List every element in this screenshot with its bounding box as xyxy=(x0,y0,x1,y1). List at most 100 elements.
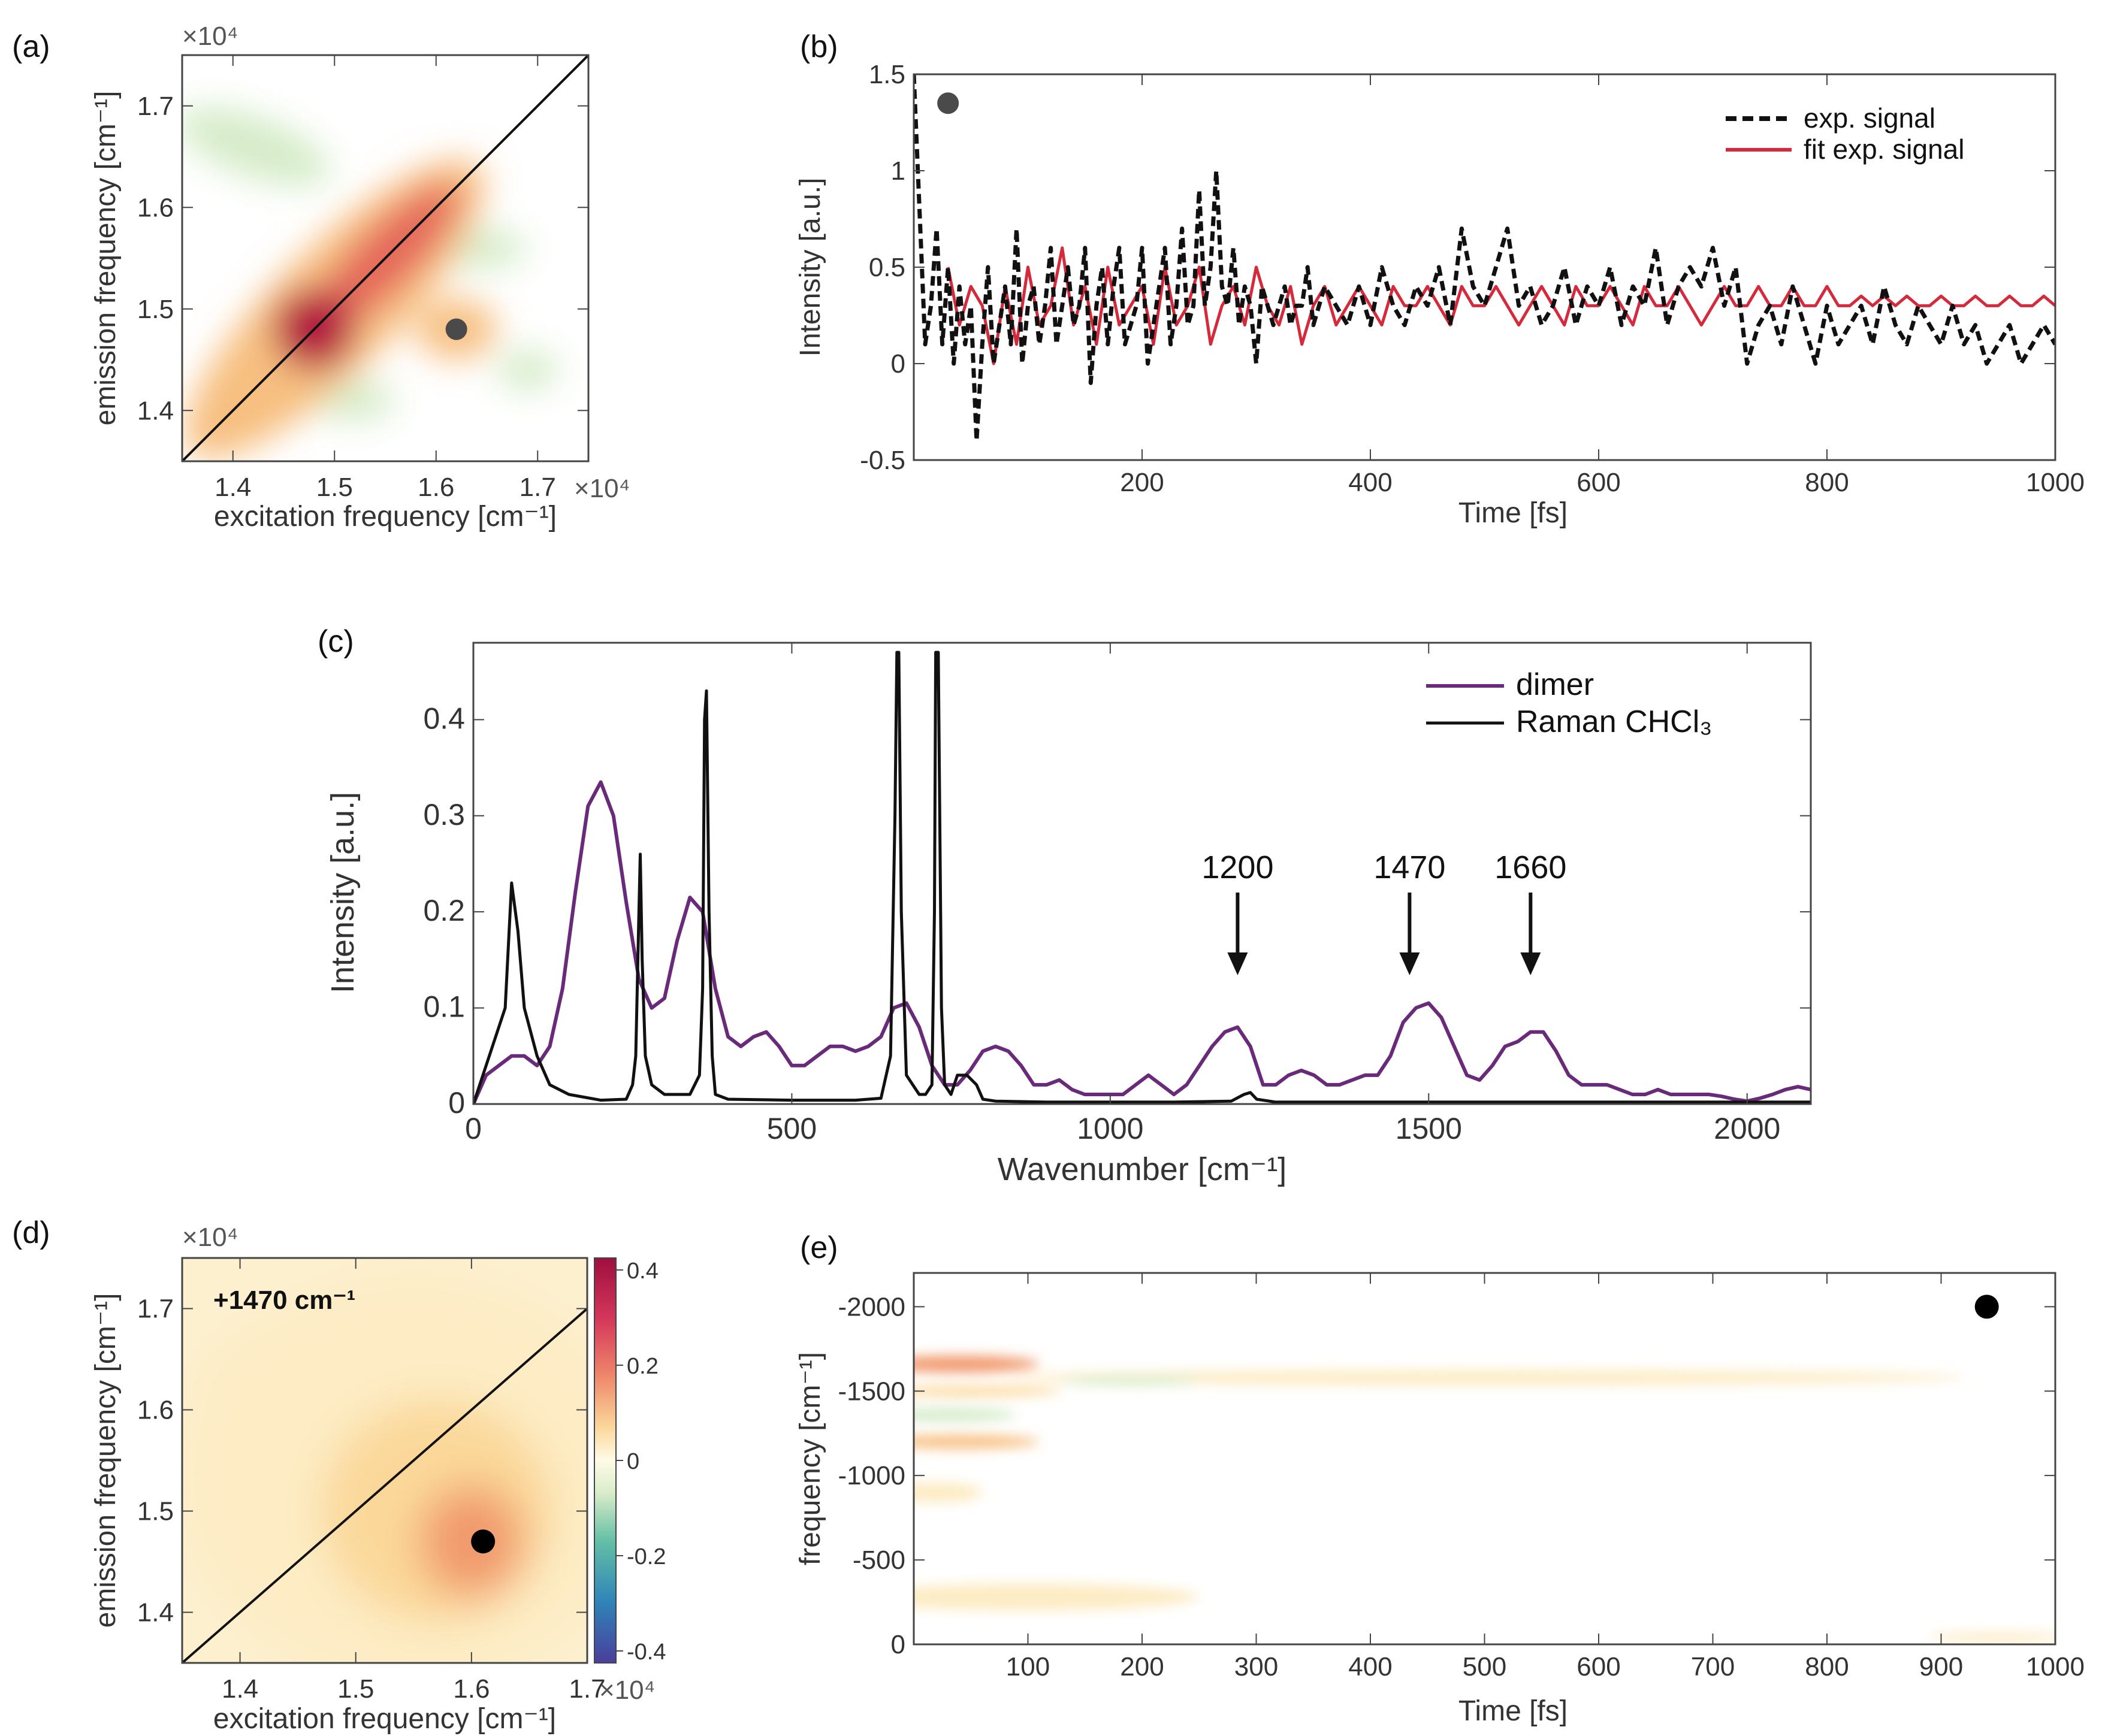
panel-a-y-multiplier: ×10⁴ xyxy=(182,22,238,51)
panel-a-contour-blob xyxy=(182,106,331,187)
panel-c-ytick-label: 0.4 xyxy=(423,701,465,735)
panel-b-ytick-label: 0.5 xyxy=(869,253,905,282)
panel-c-label: (c) xyxy=(318,624,354,659)
panel-b-series-fit-signal xyxy=(946,246,2055,365)
panel-e-contour-blob xyxy=(914,1435,1040,1449)
panel-b-ytick-label: 0 xyxy=(891,349,905,379)
panel-c-arrow-head xyxy=(1227,952,1248,975)
panel-e-marker xyxy=(1974,1295,1999,1319)
panel-b: (b) 200 400 600 800 1000 -0.5 0 0.5 1 1.5 Time [f… xyxy=(795,29,2085,529)
panel-a-ytick-label: 1.7 xyxy=(137,92,174,121)
panel-c-series-dimer xyxy=(473,780,1811,1104)
panel-d-xtick-label: 1.5 xyxy=(337,1674,374,1704)
panel-b-marker xyxy=(937,92,959,114)
panel-a-xtick-label: 1.5 xyxy=(316,473,353,502)
panel-e-contour-blob xyxy=(1062,1377,1200,1386)
panel-a-xlabel: excitation frequency [cm⁻¹] xyxy=(214,501,557,533)
panel-d-ytick-label: 1.4 xyxy=(137,1598,174,1628)
colorbar-tick-label: 0.4 xyxy=(627,1259,659,1284)
legend-exp-signal: exp. signal xyxy=(1804,102,1935,134)
panel-c-ylabel: Intensity [a.u.] xyxy=(325,792,361,993)
panel-e-ytick-label: 0 xyxy=(891,1630,905,1659)
panel-d-label: (d) xyxy=(12,1215,50,1250)
panel-a-xtick-label: 1.4 xyxy=(215,473,251,502)
panel-e-contour-blob xyxy=(914,1408,1017,1422)
panel-e-xtick-label: 200 xyxy=(1120,1652,1164,1681)
panel-d-marker xyxy=(471,1529,496,1554)
legend-fit-signal: fit exp. signal xyxy=(1804,134,1964,165)
panel-d-title: +1470 cm⁻¹ xyxy=(213,1286,355,1315)
panel-e-xtick-label: 400 xyxy=(1348,1652,1392,1681)
colorbar-tick-label: 0.2 xyxy=(627,1354,659,1379)
colorbar xyxy=(594,1257,617,1664)
panel-e-xtick-label: 700 xyxy=(1691,1652,1735,1681)
panel-b-lines xyxy=(914,74,2055,443)
panel-c-annotations: 1200 1470 1660 xyxy=(1201,849,1566,975)
panel-d-x-multiplier: ×10⁴ xyxy=(599,1675,656,1705)
panel-e-contour-blob xyxy=(914,1482,983,1503)
panel-a-xtick-label: 1.6 xyxy=(418,473,454,502)
panel-e-contour-blob xyxy=(914,1583,1200,1611)
panel-e-ytick-label: -1000 xyxy=(838,1461,905,1490)
panel-e-axes: 100 200 300 400 500 600 700 800 900 1000 -2000 -150… xyxy=(838,1273,2085,1681)
panel-c-xtick-label: 2000 xyxy=(1714,1112,1780,1145)
panel-c-arrow-head xyxy=(1399,952,1420,975)
panel-b-ytick-label: 1.5 xyxy=(869,60,905,89)
panel-a-x-multiplier: ×10⁴ xyxy=(574,474,630,503)
panel-a-axes: 1.4 1.5 1.6 1.7 1.4 1.5 1.6 1.7 xyxy=(137,55,588,502)
panel-d-xtick-label: 1.6 xyxy=(453,1674,490,1704)
panel-b-xlabel: Time [fs] xyxy=(1458,497,1568,529)
panel-b-ytick-label: 1 xyxy=(891,156,905,186)
panel-e-contour-blob xyxy=(914,1356,1040,1373)
panel-d-frame xyxy=(181,1257,588,1664)
panel-b-label: (b) xyxy=(800,29,838,64)
panel-c-xtick-label: 1000 xyxy=(1077,1112,1143,1145)
panel-e-contour-blob xyxy=(914,1386,1062,1396)
panel-a-xtick-label: 1.7 xyxy=(520,473,556,502)
panel-d-heatmap xyxy=(182,1258,587,1663)
colorbar-tick-label: -0.2 xyxy=(627,1544,666,1569)
panel-d-diagonal xyxy=(182,1306,587,1663)
panel-c-axes: 0 500 1000 1500 2000 0 0.1 0.2 0.3 0.4 xyxy=(423,643,1811,1145)
panel-b-legend: exp. signal fit exp. signal xyxy=(1726,102,1964,165)
panel-e-contour-blob xyxy=(1929,1632,2055,1643)
panel-c-ytick-label: 0.1 xyxy=(423,990,465,1024)
panel-d-ytick-label: 1.5 xyxy=(137,1497,174,1526)
panel-c-legend: dimer Raman CHCl₃ xyxy=(1426,667,1712,739)
panel-d-ytick-label: 1.7 xyxy=(137,1295,174,1324)
legend-dimer: dimer xyxy=(1516,667,1594,702)
panel-c-xtick-label: 500 xyxy=(767,1112,817,1145)
colorbar-tick-label: -0.4 xyxy=(627,1640,666,1665)
panel-e-xtick-label: 300 xyxy=(1234,1652,1278,1681)
panel-c-annotation-1200: 1200 xyxy=(1201,849,1273,885)
panel-a-contour-blob xyxy=(497,349,558,391)
panel-e-xtick-label: 600 xyxy=(1576,1652,1620,1681)
panel-b-xtick-label: 400 xyxy=(1348,468,1392,497)
panel-d-xlabel: excitation frequency [cm⁻¹] xyxy=(213,1703,556,1735)
panel-c-ytick-label: 0.3 xyxy=(423,798,465,831)
panel-a-ytick-label: 1.5 xyxy=(137,295,174,324)
panel-d-xtick-label: 1.7 xyxy=(569,1674,605,1704)
panel-c-lines xyxy=(473,651,1811,1104)
panel-c-ytick-label: 0.2 xyxy=(423,894,465,927)
panel-a-diagonal xyxy=(182,55,588,461)
panel-b-xtick-label: 1000 xyxy=(2026,468,2085,497)
panel-a-ytick-label: 1.4 xyxy=(137,396,174,425)
panel-c: (c) 0 500 1000 1500 2000 0 0.1 0.2 0.3 0.4 1200 14… xyxy=(318,624,1812,1187)
panel-c-xtick-label: 0 xyxy=(465,1112,482,1145)
panel-e-contour-blob xyxy=(1005,1370,1964,1386)
panel-e-xtick-label: 500 xyxy=(1463,1652,1506,1681)
colorbar-ticks: 0.4 0.2 0 -0.2 -0.4 xyxy=(616,1259,666,1665)
panel-c-xlabel: Wavenumber [cm⁻¹] xyxy=(998,1151,1287,1187)
panel-b-series-exp-signal xyxy=(914,74,2055,443)
panel-e-ylabel: frequency [cm⁻¹] xyxy=(795,1352,826,1565)
panel-e-xlabel: Time [fs] xyxy=(1458,1695,1568,1727)
panel-b-xtick-label: 800 xyxy=(1805,468,1849,497)
panel-e-xtick-label: 900 xyxy=(1919,1652,1963,1681)
colorbar-tick-label: 0 xyxy=(627,1449,639,1474)
panel-c-ytick-label: 0 xyxy=(448,1086,465,1120)
panel-c-annotation-1660: 1660 xyxy=(1494,849,1566,885)
panel-d: (d) 1.4 1.5 1.6 1.71.41.51.61.7 +1470 cm⁻¹ … xyxy=(12,1215,666,1735)
panel-d-ytick-label: 1.6 xyxy=(137,1396,174,1425)
panel-c-arrow-head xyxy=(1520,952,1541,975)
